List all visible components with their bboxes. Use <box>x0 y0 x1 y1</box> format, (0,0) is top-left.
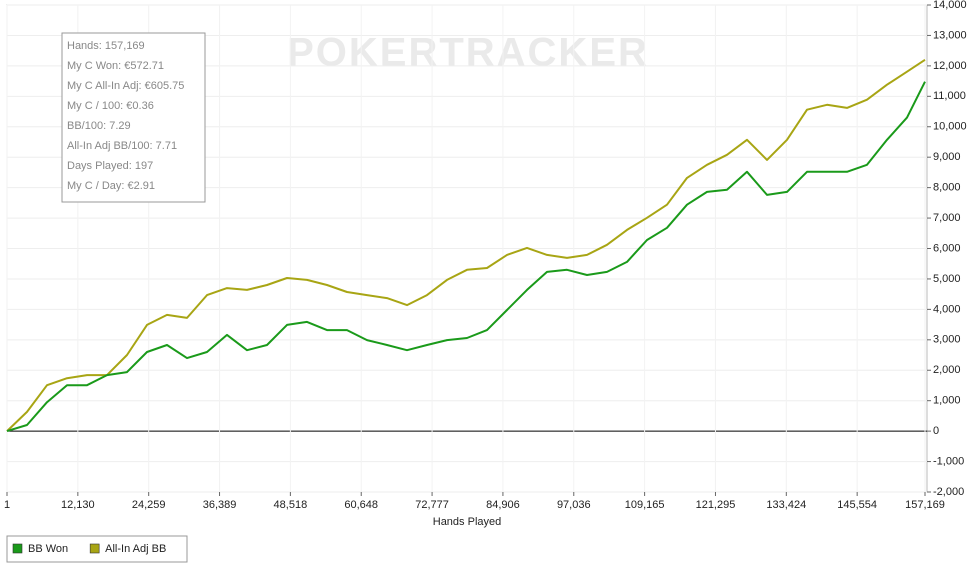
x-tick-label: 157,169 <box>905 499 945 511</box>
info-box-frame <box>61 32 206 203</box>
info-line: All-In Adj BB/100: 7.71 <box>67 140 177 152</box>
x-tick-label: 72,777 <box>415 499 449 511</box>
y-tick-label: 4,000 <box>933 303 961 315</box>
y-tick-label: 8,000 <box>933 182 961 194</box>
x-tick-label: 24,259 <box>132 499 166 511</box>
y-tick-label: -2,000 <box>933 486 964 498</box>
x-tick-label: 36,389 <box>203 499 237 511</box>
legend-swatch <box>89 543 100 554</box>
x-axis-title: Hands Played <box>433 516 502 528</box>
series-line <box>6 81 926 433</box>
x-tick-label: 84,906 <box>486 499 520 511</box>
x-tick-label: 48,518 <box>274 499 308 511</box>
y-tick-label: 14,000 <box>933 0 967 11</box>
y-tick-label: 11,000 <box>933 90 966 102</box>
y-tick-label: 6,000 <box>933 242 961 254</box>
x-tick-label: 109,165 <box>625 499 665 511</box>
info-line: BB/100: 7.29 <box>67 120 131 132</box>
info-line: Hands: 157,169 <box>67 40 145 52</box>
y-tick-label: 2,000 <box>933 364 961 376</box>
info-line: My C / 100: €0.36 <box>67 100 154 112</box>
x-tick-label: 1 <box>4 499 10 511</box>
info-line: Days Played: 197 <box>67 160 153 172</box>
y-tick-label: 13,000 <box>933 29 967 41</box>
series-line <box>6 58 926 432</box>
legend-label: All-In Adj BB <box>105 543 166 555</box>
info-line: My C / Day: €2.91 <box>67 180 155 192</box>
x-tick-label: 12,130 <box>61 499 95 511</box>
info-line: My C Won: €572.71 <box>67 60 164 72</box>
legend-label: BB Won <box>28 543 68 555</box>
x-tick-label: 145,554 <box>837 499 877 511</box>
y-tick-label: 5,000 <box>933 273 961 285</box>
info-line: My C All-In Adj: €605.75 <box>67 80 184 92</box>
x-tick-label: 97,036 <box>557 499 591 511</box>
y-tick-label: 9,000 <box>933 151 961 163</box>
y-tick-label: 0 <box>933 425 939 437</box>
y-tick-label: 12,000 <box>933 60 967 72</box>
legend-swatch <box>12 543 23 554</box>
y-tick-label: 10,000 <box>933 121 967 133</box>
x-tick-label: 121,295 <box>696 499 736 511</box>
x-tick-label: 60,648 <box>344 499 378 511</box>
watermark: POKERTRACKER <box>287 31 649 75</box>
x-tick-label: 133,424 <box>766 499 806 511</box>
info-box: Hands: 157,169 My C Won: €572.71 My C All-… <box>61 32 206 203</box>
y-tick-label: -1,000 <box>933 455 964 467</box>
y-tick-label: 3,000 <box>933 334 961 346</box>
y-tick-label: 7,000 <box>933 212 961 224</box>
y-tick-label: 1,000 <box>933 395 961 407</box>
